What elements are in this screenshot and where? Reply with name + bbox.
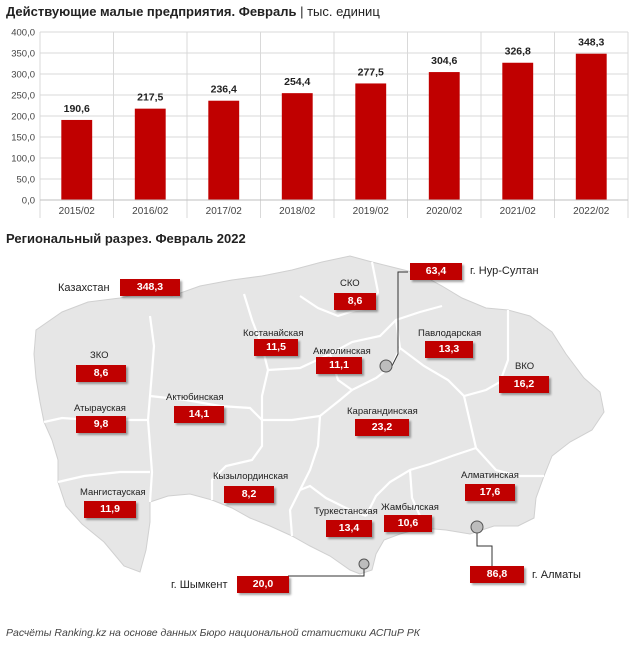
y-tick-label: 250,0 bbox=[11, 91, 35, 102]
bar-2018/02 bbox=[281, 93, 313, 200]
region-label-zko: ЗКО bbox=[90, 350, 109, 361]
region-label-sko: СКО bbox=[340, 278, 360, 289]
region-value-karaganda: 23,2 bbox=[355, 419, 409, 436]
region-value-kostanay: 11,5 bbox=[254, 339, 298, 356]
city-value-shymkent: 20,0 bbox=[237, 576, 289, 593]
y-tick-label: 300,0 bbox=[11, 70, 35, 81]
bar-chart: 0,0 50,0 100,0 150,0 200,0 250,0 300,0 350,0 400… bbox=[11, 28, 629, 218]
region-borders bbox=[43, 261, 544, 537]
region-value-kyzylorda: 8,2 bbox=[224, 486, 274, 503]
city-label-almaty: г. Алматы bbox=[532, 569, 581, 581]
region-value-mangystau: 11,9 bbox=[84, 501, 136, 518]
region-label-kostanay: Костанайская bbox=[243, 328, 304, 339]
bar-2015/02 bbox=[61, 119, 93, 200]
region-label-atyrau: Атырауская bbox=[74, 403, 126, 414]
city-value-almaty: 86,8 bbox=[470, 566, 524, 583]
bar-2019/02 bbox=[355, 83, 387, 200]
regional-title: Региональный разрез. Февраль 2022 bbox=[6, 231, 246, 246]
x-tick-label: 2020/02 bbox=[426, 206, 463, 217]
bar-value-label: 304,6 bbox=[431, 55, 457, 67]
region-label-mangystau: Мангистауская bbox=[80, 487, 146, 498]
bar-value-label: 348,3 bbox=[578, 37, 604, 49]
region-value-akmola: 11,1 bbox=[316, 357, 362, 374]
x-tick-label: 2015/02 bbox=[59, 206, 96, 217]
region-value-aktobe: 14,1 bbox=[174, 406, 224, 423]
bar-2020/02 bbox=[428, 72, 460, 200]
x-tick-label: 2018/02 bbox=[279, 206, 316, 217]
source-footnote: Расчёты Ranking.kz на основе данных Бюро… bbox=[6, 627, 420, 639]
bar-value-label: 236,4 bbox=[211, 84, 237, 96]
region-label-zhambyl: Жамбылская bbox=[381, 502, 439, 513]
bar-value-label: 217,5 bbox=[137, 92, 163, 104]
chart-title: Действующие малые предприятия. Февраль |… bbox=[6, 4, 380, 19]
bar-2016/02 bbox=[134, 108, 166, 200]
bar-2021/02 bbox=[502, 62, 534, 200]
city-value-nur-sultan: 63,4 bbox=[410, 263, 462, 280]
regional-map: Казахстан 348,3 СКО 8,6 Костанайская 11,… bbox=[0, 250, 642, 625]
x-tick-label: 2021/02 bbox=[500, 206, 537, 217]
y-tick-label: 150,0 bbox=[11, 133, 35, 144]
y-tick-label: 0,0 bbox=[22, 196, 35, 207]
region-label-kyzylorda: Кызылординская bbox=[213, 471, 289, 482]
x-tick-label: 2017/02 bbox=[206, 206, 243, 217]
x-tick-label: 2019/02 bbox=[353, 206, 390, 217]
city-leaders bbox=[288, 271, 493, 577]
chart-title-main: Действующие малые предприятия. Февраль bbox=[6, 4, 297, 19]
country-outline bbox=[33, 255, 605, 575]
region-label-turkestan: Туркестанская bbox=[314, 506, 378, 517]
region-label-pavlodar: Павлодарская bbox=[418, 328, 482, 339]
kazakhstan-value-badge: 348,3 bbox=[120, 279, 180, 296]
bar-2017/02 bbox=[208, 100, 240, 200]
region-label-karaganda: Карагандинская bbox=[347, 406, 418, 417]
city-label-nur-sultan: г. Нур-Султан bbox=[470, 265, 539, 277]
region-value-almaty-region: 17,6 bbox=[465, 484, 515, 501]
kazakhstan-label: Казахстан bbox=[58, 282, 110, 294]
kazakhstan-map-shape bbox=[33, 255, 605, 575]
region-value-turkestan: 13,4 bbox=[326, 520, 372, 537]
y-tick-label: 50,0 bbox=[17, 175, 36, 186]
x-tick-label: 2022/02 bbox=[573, 206, 610, 217]
y-tick-label: 400,0 bbox=[11, 28, 35, 39]
bar-value-label: 326,8 bbox=[505, 46, 531, 58]
y-tick-label: 200,0 bbox=[11, 112, 35, 123]
y-tick-label: 350,0 bbox=[11, 49, 35, 60]
city-label-shymkent: г. Шымкент bbox=[171, 579, 228, 591]
region-value-vko: 16,2 bbox=[499, 376, 549, 393]
bar-value-label: 190,6 bbox=[64, 103, 90, 115]
shymkent-marker bbox=[358, 558, 370, 570]
region-label-aktobe: Актюбинская bbox=[166, 392, 224, 403]
nur-sultan-marker bbox=[379, 359, 393, 373]
y-tick-label: 100,0 bbox=[11, 154, 35, 165]
region-label-akmola: Акмолинская bbox=[313, 346, 371, 357]
bar-value-label: 277,5 bbox=[358, 66, 384, 78]
region-value-sko: 8,6 bbox=[334, 293, 376, 310]
almaty-marker bbox=[470, 520, 484, 534]
region-label-almaty-region: Алматинская bbox=[461, 470, 519, 481]
bar-2022/02 bbox=[575, 53, 607, 200]
region-value-pavlodar: 13,3 bbox=[425, 341, 473, 358]
chart-title-unit: | тыс. единиц bbox=[296, 4, 380, 19]
bar-value-label: 254,4 bbox=[284, 76, 310, 88]
region-value-zko: 8,6 bbox=[76, 365, 126, 382]
region-label-vko: ВКО bbox=[515, 361, 535, 372]
x-tick-label: 2016/02 bbox=[132, 206, 169, 217]
region-value-zhambyl: 10,6 bbox=[384, 515, 432, 532]
region-value-atyrau: 9,8 bbox=[76, 416, 126, 433]
